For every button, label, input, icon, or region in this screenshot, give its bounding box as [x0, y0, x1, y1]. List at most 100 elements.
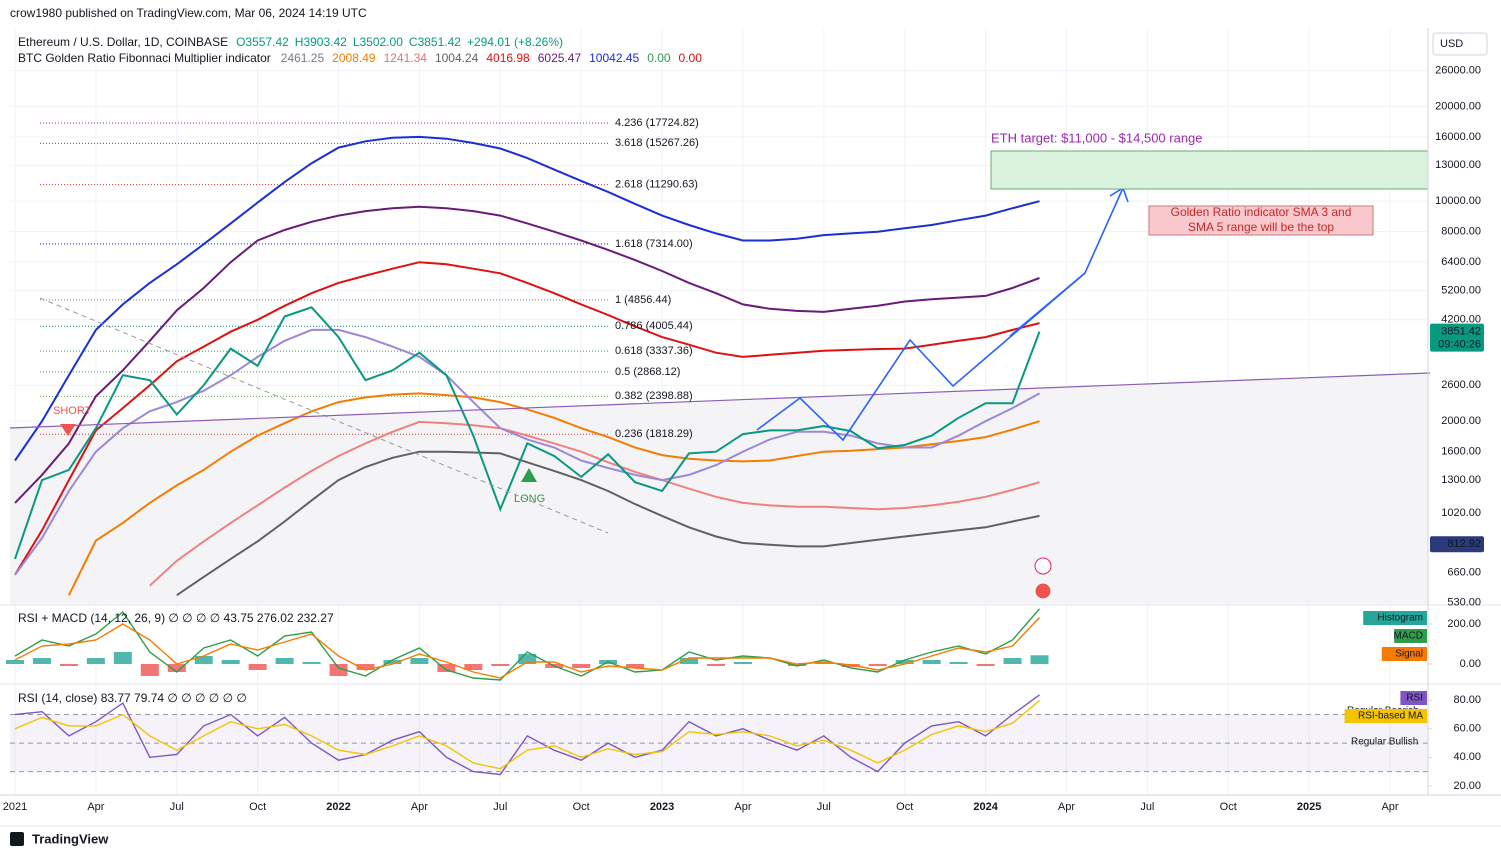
- histogram-bar: [140, 664, 159, 676]
- x-tick-label: Apr: [734, 801, 751, 813]
- icon: [1034, 557, 1052, 575]
- histogram-bar: [113, 652, 132, 664]
- legend-label: MACD: [1394, 631, 1423, 642]
- histogram-bar: [1030, 655, 1049, 664]
- indicator-legend: BTC Golden Ratio Fibonnaci Multiplier in…: [18, 51, 702, 65]
- legend-box: [1381, 647, 1427, 661]
- series-line: [14, 306, 1041, 560]
- histogram-bar: [949, 662, 968, 664]
- logo: [10, 832, 24, 846]
- indicator-value: 1241.34: [384, 51, 428, 65]
- histogram-bar: [1003, 658, 1022, 664]
- y-tick-label: 80.00: [1453, 694, 1481, 706]
- shaded-region: [10, 373, 1428, 604]
- series-line: [14, 700, 1040, 770]
- note-label: Golden Ratio indicator SMA 3 and: [1171, 205, 1352, 219]
- y-tick-label: 1020.00: [1441, 507, 1481, 519]
- x-tick-label: Oct: [573, 801, 590, 813]
- series-line: [14, 135, 1040, 462]
- y-tick-label: 26000.00: [1435, 64, 1481, 76]
- long-signal: [521, 468, 537, 482]
- y-tick-label: 1300.00: [1441, 474, 1481, 486]
- x-tick-label: 2022: [326, 801, 350, 813]
- histogram-bar: [895, 660, 914, 664]
- y-tick-label: 6400.00: [1441, 256, 1481, 268]
- marks: [6, 122, 1049, 776]
- x-tick-label: 2021: [3, 801, 27, 813]
- histogram-bar: [59, 664, 78, 666]
- indicator-value: 6025.47: [538, 51, 582, 65]
- histogram-bar: [32, 658, 51, 664]
- histogram-bar: [86, 658, 105, 664]
- byline: crow1980 published on TradingView.com, M…: [10, 6, 367, 20]
- projection-path: [1009, 272, 1086, 337]
- symbol-legend: Ethereum / U.S. Dollar, 1D, COINBASE O355…: [18, 35, 563, 49]
- y-tick-label: 530.00: [1447, 597, 1481, 609]
- histogram-bar: [787, 664, 806, 666]
- y-tick-label: 0.00: [1460, 658, 1481, 670]
- y-tick-label: 20000.00: [1435, 100, 1481, 112]
- x-tick-label: Apr: [1381, 801, 1398, 813]
- y-tick-label: 200.00: [1447, 618, 1481, 630]
- histogram-bar: [302, 662, 321, 664]
- x-tick-label: Oct: [1220, 801, 1237, 813]
- histogram-bar: [356, 664, 375, 670]
- icon: [1034, 582, 1052, 600]
- series-line: [14, 608, 1041, 681]
- fib-label: 0.618 (3337.36): [615, 345, 693, 357]
- fib-label: 0.236 (1818.29): [615, 428, 693, 440]
- indicator: BTC Golden Ratio Fibonnaci Multiplier in…: [18, 51, 271, 65]
- legend-label: RSI-based MA: [1358, 711, 1423, 722]
- series-line: [14, 617, 1041, 679]
- long-label: LONG: [514, 493, 545, 505]
- histogram-bar: [6, 660, 24, 664]
- fib-label: 4.236 (17724.82): [615, 117, 699, 129]
- histogram-bar: [437, 664, 456, 672]
- x-tick-label: Jul: [170, 801, 184, 813]
- trend-line: [9, 372, 1431, 429]
- series-line: [14, 205, 1040, 504]
- rsi-band: [10, 714, 1428, 772]
- fib-label: 3.618 (15267.26): [615, 137, 699, 149]
- indicator-value: 1004.24: [435, 51, 479, 65]
- histogram-bar: [626, 664, 645, 668]
- legend-label: RSI: [1406, 693, 1423, 704]
- currency-box[interactable]: [1432, 32, 1488, 56]
- histogram-bar: [194, 656, 213, 664]
- indicator-value: 10042.45: [589, 51, 639, 65]
- histogram-bar: [706, 664, 725, 666]
- footer-logo-text: TradingView: [32, 831, 109, 846]
- histogram-bar: [922, 660, 941, 664]
- histogram-bar: [221, 660, 240, 664]
- price-marker: [1430, 323, 1484, 352]
- histogram-bar: [410, 658, 429, 664]
- series-line: [149, 420, 1040, 587]
- price-marker: [1430, 536, 1484, 553]
- fib-label: 0.786 (4005.44): [615, 320, 693, 332]
- x-tick-label: Apr: [411, 801, 428, 813]
- indicator-value: 4016.98: [486, 51, 530, 65]
- y-tick-label: 40.00: [1453, 751, 1481, 763]
- histogram-bar: [733, 662, 752, 664]
- x-tick-label: 2023: [650, 801, 674, 813]
- indicator-value: 2461.25: [281, 51, 325, 65]
- indicator-value: 2008.49: [332, 51, 376, 65]
- legend-label: Signal: [1395, 649, 1423, 660]
- histogram-bar: [383, 660, 402, 664]
- legend-box: [1344, 709, 1427, 723]
- note-label: SMA 5 range will be the top: [1188, 220, 1334, 234]
- note-box: [1148, 205, 1374, 236]
- y-tick-label: 16000.00: [1435, 131, 1481, 143]
- x-tick-label: Oct: [896, 801, 913, 813]
- histogram-bar: [464, 664, 483, 670]
- fib-label: 1 (4856.44): [615, 294, 671, 306]
- histogram-bar: [248, 664, 267, 670]
- histogram-bar: [572, 664, 591, 668]
- x-tick-label: Jul: [817, 801, 831, 813]
- y-tick-label: 5200.00: [1441, 284, 1481, 296]
- target-label: ETH target: $11,000 - $14,500 range: [991, 130, 1203, 145]
- y-tick-label: 8000.00: [1441, 226, 1481, 238]
- y-tick-label: 60.00: [1453, 723, 1481, 735]
